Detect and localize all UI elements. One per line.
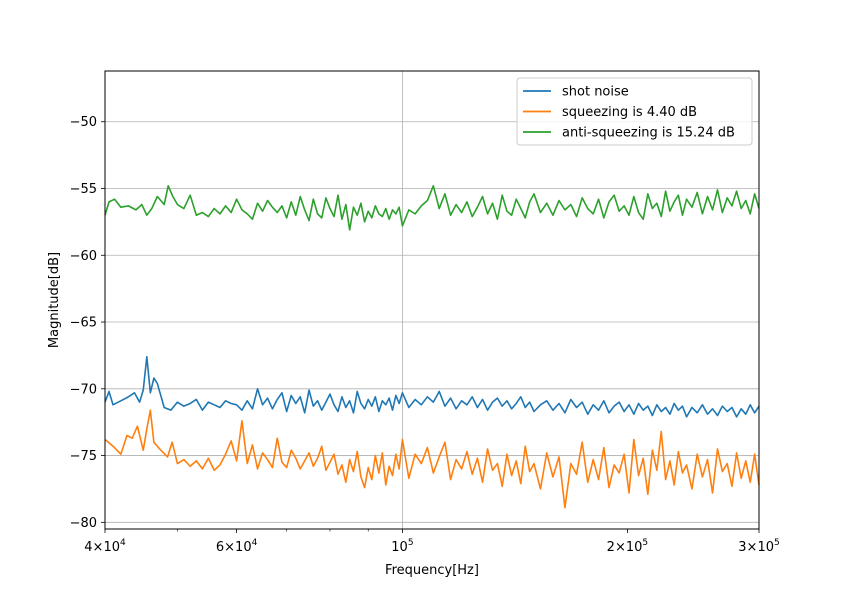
x-tick-exponent: 4 bbox=[252, 538, 258, 548]
x-tick-base: 10 bbox=[757, 540, 774, 555]
series-line-2 bbox=[104, 185, 760, 231]
y-tick-label: −80 bbox=[70, 516, 97, 531]
x-tick-exponent: 5 bbox=[408, 538, 414, 548]
legend-label-1: squeezing is 4.40 dB bbox=[562, 105, 697, 120]
x-tick-label: 3×105 bbox=[738, 538, 779, 555]
y-tick-label: −55 bbox=[70, 182, 97, 197]
x-tick-exponent: 5 bbox=[774, 538, 780, 548]
y-axis-ticks: −80 −75 −70 −65 −60 −55 −50 bbox=[70, 115, 105, 531]
x-tick-mantissa: 6 bbox=[216, 540, 224, 555]
legend-box bbox=[516, 77, 753, 146]
plot-area bbox=[105, 71, 759, 529]
x-axis-label: Frequency[Hz] bbox=[385, 563, 479, 578]
series-line-1 bbox=[104, 409, 760, 509]
x-tick-mantissa: 3 bbox=[738, 540, 746, 555]
x-tick-exponent: 5 bbox=[642, 538, 648, 548]
x-tick-times: × bbox=[747, 540, 758, 555]
x-tick-mantissa: 2 bbox=[607, 540, 615, 555]
y-axis-label: Magnitude[dB] bbox=[47, 252, 62, 348]
series-line-0 bbox=[104, 355, 760, 418]
x-tick-label: 4×104 bbox=[84, 538, 126, 555]
y-tick-label: −65 bbox=[70, 316, 97, 331]
y-tick-label: −70 bbox=[70, 382, 97, 397]
x-tick-mantissa: 4 bbox=[84, 540, 92, 555]
x-tick-base: 10 bbox=[103, 540, 120, 555]
y-tick-label: −50 bbox=[70, 115, 97, 130]
x-tick-label: 105 bbox=[391, 538, 413, 555]
x-tick-times: × bbox=[615, 540, 626, 555]
y-tick-label: −75 bbox=[70, 449, 97, 464]
x-axis-ticks: 4×104 6×104 105 2×105 3×105 bbox=[84, 529, 780, 555]
x-tick-times: × bbox=[93, 540, 104, 555]
x-tick-label: 2×105 bbox=[607, 538, 648, 555]
plot-frame bbox=[104, 70, 760, 530]
x-tick-label: 6×104 bbox=[216, 538, 258, 555]
x-tick-base: 10 bbox=[626, 540, 643, 555]
x-tick-base: 10 bbox=[391, 540, 408, 555]
series-layer bbox=[104, 185, 760, 509]
x-tick-times: × bbox=[224, 540, 235, 555]
legend-label-2: anti-squeezing is 15.24 dB bbox=[562, 126, 735, 141]
x-tick-base: 10 bbox=[235, 540, 252, 555]
legend-label-0: shot noise bbox=[562, 85, 629, 100]
legend: shot noise squeezing is 4.40 dB anti-squee… bbox=[516, 77, 753, 146]
x-tick-exponent: 4 bbox=[120, 538, 126, 548]
y-tick-label: −60 bbox=[70, 249, 97, 264]
